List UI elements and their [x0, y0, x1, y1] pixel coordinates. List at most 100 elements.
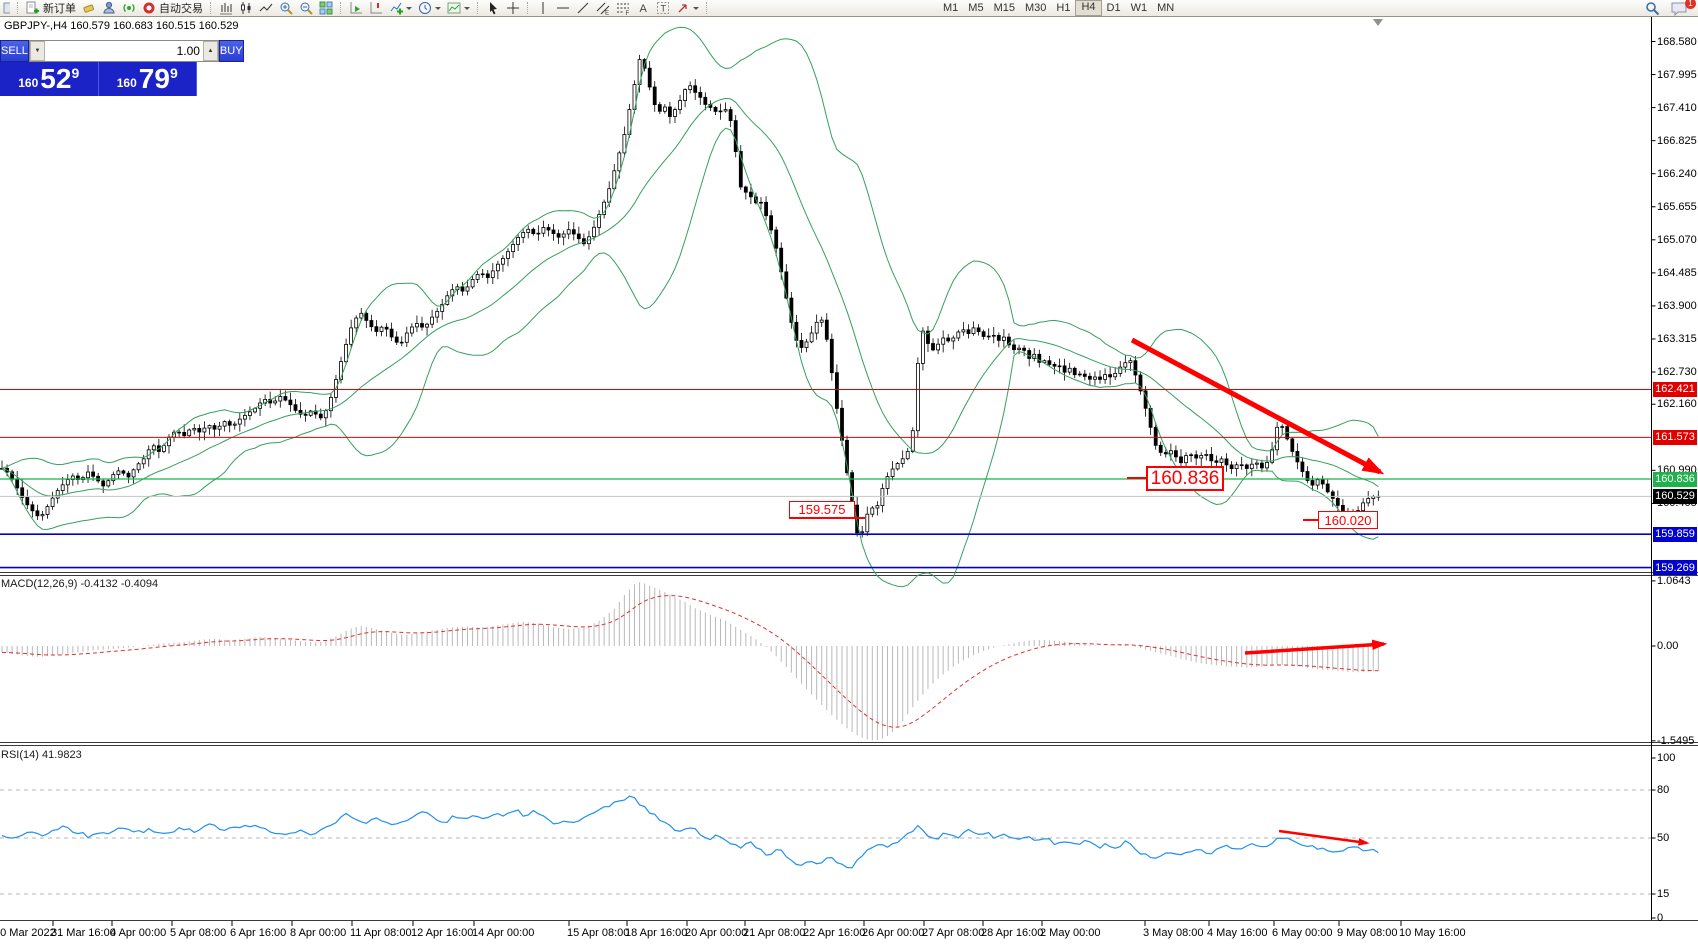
channel-button[interactable]: E: [594, 1, 612, 16]
autotrade-icon: [142, 1, 156, 15]
tf-m30-button[interactable]: M30: [1024, 2, 1047, 14]
fibonacci-button[interactable]: F: [614, 1, 632, 16]
time-axis-label: 5 Apr 08:00: [170, 927, 227, 939]
time-axis-label: 4 Apr 00:00: [110, 927, 167, 939]
rsi-scale-label: 100: [1657, 752, 1676, 764]
sell-button[interactable]: SELL: [0, 40, 29, 62]
zoom-out-button[interactable]: [297, 1, 315, 16]
time-axis-label: 28 Apr 16:00: [981, 927, 1044, 939]
notifications-button[interactable]: 1: [1668, 0, 1696, 16]
candlestick-chart-button[interactable]: [237, 1, 255, 16]
templates-button[interactable]: [445, 1, 472, 16]
autoscroll-icon: [349, 1, 363, 15]
channel-icon: E: [596, 1, 610, 15]
rsi-scale-label: 0: [1657, 912, 1664, 924]
crosshair-icon: [506, 1, 520, 15]
tile-windows-button[interactable]: [317, 1, 335, 16]
template-icon: [447, 1, 461, 15]
macd-scale-label: -1.5495: [1657, 734, 1695, 747]
price-axis-badge: 160.529: [1653, 488, 1697, 504]
price-axis-badge: 160.836: [1653, 471, 1697, 487]
new-order-button[interactable]: 新订单: [24, 1, 78, 16]
rsi-label: RSI(14) 41.9823: [1, 749, 82, 761]
price-annotation-160836[interactable]: 160.836: [1146, 466, 1224, 491]
buy-price-big: 79: [138, 63, 170, 94]
price-axis-label: 163.900: [1657, 299, 1697, 312]
tf-h1-button[interactable]: H1: [1056, 2, 1071, 14]
eraser-button[interactable]: [80, 1, 98, 16]
person-icon: [102, 1, 116, 15]
quick-trade-panel: SELL ▼ ▲ BUY 160 52 9 160 79 9: [0, 40, 244, 96]
price-axis-label: 163.315: [1657, 332, 1697, 345]
notification-badge: 1: [1685, 0, 1696, 9]
terminal-button[interactable]: [100, 1, 118, 16]
line-chart-button[interactable]: [257, 1, 275, 16]
candlestick-chart-icon: [239, 1, 253, 15]
chevron-down-icon: [693, 7, 699, 13]
time-axis-label: 4 May 16:00: [1207, 927, 1268, 939]
price-annotation-159575[interactable]: 159.575: [789, 501, 855, 518]
chevron-down-icon: [464, 7, 470, 13]
trendline-icon: [576, 1, 590, 15]
clock-icon: [418, 1, 432, 15]
price-axis-label: 168.580: [1657, 35, 1697, 48]
volume-down-button[interactable]: ▼: [29, 41, 45, 61]
price-axis-badge: 159.269: [1653, 560, 1697, 576]
price-annotation-160020[interactable]: 160.020: [1318, 511, 1378, 529]
trendline-button[interactable]: [574, 1, 592, 16]
buy-price-pip: 9: [169, 65, 178, 81]
time-axis-label: 22 Apr 16:00: [803, 927, 866, 939]
new-order-icon: [26, 1, 40, 15]
tf-m15-button[interactable]: M15: [993, 2, 1015, 14]
chart-shift-button[interactable]: [367, 1, 385, 16]
zoom-in-button[interactable]: [277, 1, 295, 16]
price-axis-label: 160.990: [1657, 464, 1697, 477]
tf-w1-button[interactable]: W1: [1130, 2, 1148, 14]
tf-mn-button[interactable]: MN: [1157, 2, 1175, 14]
buy-button[interactable]: BUY: [218, 40, 244, 62]
tf-m5-button[interactable]: M5: [968, 2, 984, 14]
tf-m1-button[interactable]: M1: [943, 2, 959, 14]
time-axis-label: 18 Apr 16:00: [625, 927, 688, 939]
price-axis-label: 165.655: [1657, 200, 1697, 213]
autoscroll-button[interactable]: [347, 1, 365, 16]
vertical-line-icon: [536, 1, 550, 15]
horizontal-line-button[interactable]: [554, 1, 572, 16]
fibonacci-icon: F: [616, 1, 630, 15]
text-button[interactable]: A: [634, 1, 652, 16]
time-axis-label: 20 Apr 00:00: [685, 927, 748, 939]
price-axis-label: 162.160: [1657, 398, 1697, 411]
search-button[interactable]: [1643, 1, 1662, 16]
toolbar-separator: [477, 2, 479, 14]
tf-h4-button[interactable]: H4: [1075, 0, 1102, 16]
volume-input[interactable]: [44, 41, 203, 61]
time-axis-label: 26 Apr 00:00: [862, 927, 925, 939]
tf-d1-button[interactable]: D1: [1106, 2, 1121, 14]
price-axis-label: 164.485: [1657, 266, 1697, 279]
signals-button[interactable]: [120, 1, 138, 16]
sell-price[interactable]: 160 52 9: [0, 62, 99, 96]
toolbar-separator: [210, 2, 212, 14]
add-indicator-button[interactable]: [387, 1, 414, 16]
time-axis-label: 6 Apr 16:00: [230, 927, 287, 939]
quick-trade-prices: 160 52 9 160 79 9: [0, 62, 197, 96]
volume-up-button[interactable]: ▲: [202, 41, 218, 61]
cursor-button[interactable]: [484, 1, 502, 16]
price-axis-badge: 161.573: [1653, 429, 1697, 445]
crosshair-button[interactable]: [504, 1, 522, 16]
buy-price[interactable]: 160 79 9: [99, 62, 197, 96]
triangle-up-icon: ▲: [207, 48, 214, 54]
bar-chart-button[interactable]: [217, 1, 235, 16]
macd-label: MACD(12,26,9) -0.4132 -0.4094: [1, 578, 159, 590]
zoom-out-icon: [299, 1, 313, 15]
cursor-icon: [486, 1, 500, 15]
vertical-line-button[interactable]: [534, 1, 552, 16]
arrows-button[interactable]: [674, 1, 701, 16]
toolbar-separator: [340, 2, 342, 14]
text-label-button[interactable]: T: [654, 1, 672, 16]
autotrade-button[interactable]: 自动交易: [140, 1, 205, 16]
periods-button[interactable]: [416, 1, 443, 16]
